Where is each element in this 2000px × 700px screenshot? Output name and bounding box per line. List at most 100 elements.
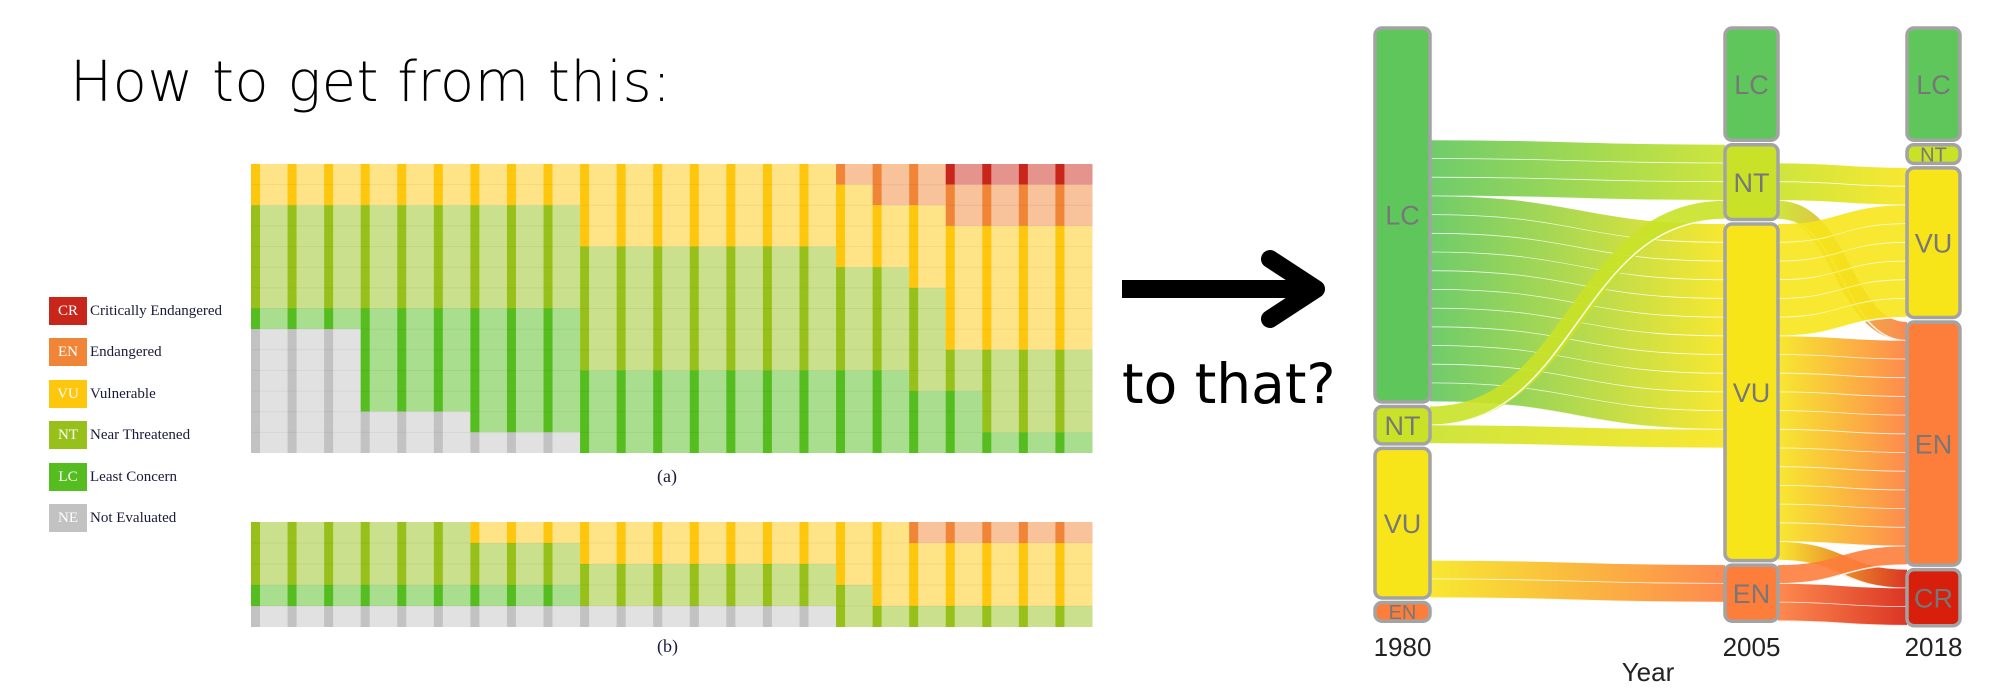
bar-vu	[397, 164, 407, 206]
bar-lc	[1018, 432, 1028, 453]
sankey-link-vu-to-en	[1777, 411, 1908, 435]
bar-nt	[287, 522, 297, 585]
bar-ne	[616, 606, 626, 627]
bar-vu	[945, 543, 955, 606]
bar-nt	[1018, 606, 1028, 627]
cell-ne	[580, 606, 618, 627]
bar-vu	[324, 164, 334, 206]
bar-nt	[543, 543, 553, 585]
sankey-link-en-to-cr	[1777, 583, 1908, 607]
bar-vu	[616, 164, 626, 247]
cell-cr	[1055, 164, 1093, 185]
sankey-node-1980-lc	[1373, 26, 1432, 404]
bar-en	[1018, 184, 1028, 226]
bar-nt	[543, 205, 553, 309]
cell-lc	[543, 585, 581, 606]
sankey-node-label: LC	[1734, 70, 1769, 100]
bar-ne	[470, 432, 480, 453]
sankey-link-nt-to-vu	[1429, 425, 1726, 449]
sankey-link-nt-to-vu	[1777, 163, 1908, 187]
cell-ne	[543, 432, 581, 453]
bar-lc	[251, 308, 260, 330]
bar-vu	[982, 225, 992, 350]
bar-nt	[1055, 349, 1065, 433]
bar-lc	[360, 308, 370, 412]
bar-nt	[909, 287, 919, 392]
bar-ne	[324, 606, 334, 627]
legend-label-ne: Not Evaluated	[90, 509, 177, 526]
sankey-node-2005-en	[1723, 563, 1780, 623]
sankey-link-lc-to-vu	[1429, 233, 1726, 281]
sankey-link-vu-to-vu	[1777, 261, 1908, 299]
sankey-node-label: VU	[1915, 228, 1953, 258]
sankey-link-vu-to-en	[1777, 354, 1908, 379]
bar-cr	[945, 164, 955, 185]
cell-lc	[324, 585, 362, 606]
sankey-link-lc-to-vu	[1429, 308, 1726, 355]
bar-ne	[506, 606, 516, 627]
bar-nt	[251, 522, 260, 585]
bar-nt	[982, 606, 992, 627]
bar-vu	[616, 522, 626, 564]
bar-nt	[251, 205, 260, 309]
page-title: How to get from this:	[70, 50, 672, 115]
cell-ne	[653, 606, 691, 627]
sankey-link-vu-to-en	[1429, 560, 1726, 584]
bar-en	[872, 164, 882, 206]
bar-vu	[653, 164, 663, 247]
bar-nt	[799, 246, 809, 371]
bar-vu	[945, 225, 955, 350]
bar-ne	[397, 606, 407, 627]
bar-lc	[433, 308, 443, 412]
sankey-link-lc-to-vu	[1429, 364, 1726, 411]
bar-vu	[1055, 225, 1065, 350]
bar-lc	[287, 585, 297, 606]
bar-nt	[689, 246, 699, 371]
bar-cr	[1018, 164, 1028, 185]
bar-nt	[433, 522, 443, 585]
sankey-node-label: NT	[1385, 411, 1421, 441]
bar-ne	[433, 606, 443, 627]
sankey-link-vu-to-en	[1429, 579, 1726, 603]
cell-en	[982, 522, 1020, 543]
bar-vu	[982, 543, 992, 606]
bar-ne	[799, 606, 809, 627]
bar-vu	[1055, 543, 1065, 606]
bar-vu	[762, 164, 772, 247]
legend-label-lc: Least Concern	[90, 468, 178, 485]
legend-item-cr: CR Critically Endangered	[49, 297, 222, 325]
sankey-link-lc-to-vu	[1429, 383, 1726, 430]
bar-nt	[872, 606, 882, 627]
x-axis-title: Year	[1622, 657, 1675, 687]
legend-item-vu: VU Vulnerable	[49, 380, 156, 408]
bar-vu	[251, 164, 260, 206]
bar-nt	[470, 205, 480, 309]
sankey-link-lc-to-nt	[1429, 140, 1726, 164]
bar-en	[945, 184, 955, 226]
bar-en	[1055, 522, 1065, 543]
bar-vu	[543, 164, 553, 206]
cell-vu	[543, 522, 581, 543]
bar-lc	[799, 370, 809, 453]
cell-ne	[324, 606, 362, 627]
bar-ne	[506, 432, 516, 453]
bar-ne	[543, 606, 553, 627]
bar-ne	[324, 329, 334, 453]
bar-lc	[580, 370, 590, 453]
cell-lc	[982, 432, 1020, 453]
year-label-2005: 2005	[1723, 632, 1781, 662]
bar-nt	[397, 205, 407, 309]
sankey-link-vu-to-en	[1777, 467, 1908, 491]
bar-vu	[1018, 225, 1028, 350]
bar-nt	[506, 543, 516, 585]
bar-en	[945, 522, 955, 543]
bar-ne	[726, 606, 736, 627]
bar-nt	[945, 349, 955, 392]
sankey-node-label: NT	[1734, 168, 1770, 198]
sankey-node-label: NT	[1920, 144, 1947, 166]
sankey-node-label: EN	[1915, 429, 1953, 459]
sankey-link-vu-to-en	[1777, 429, 1908, 453]
bar-lc	[1055, 432, 1065, 453]
bar-nt	[324, 205, 334, 309]
bar-nt	[653, 246, 663, 371]
